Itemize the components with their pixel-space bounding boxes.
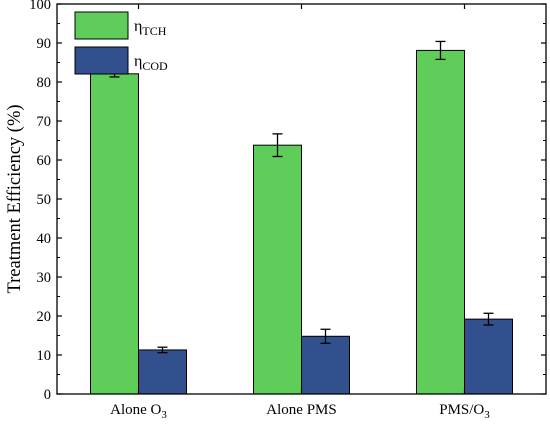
legend-swatch-cod [74, 46, 129, 75]
y-tick-label: 70 [37, 114, 52, 130]
y-tick-label: 50 [37, 192, 52, 208]
y-tick-label: 90 [37, 36, 52, 52]
bar-cod-1 [138, 349, 187, 395]
error-bars-layer [109, 40, 494, 354]
x-category-label: Alone O3 [110, 402, 167, 421]
x-category-label: PMS/O3 [439, 402, 490, 421]
y-axis-title: Treatment Efficiency (%) [5, 104, 25, 293]
legend-swatch-tch [74, 11, 129, 40]
y-tick-label: 10 [37, 348, 52, 364]
x-axis: Alone O3 Alone PMS PMS/O3 [110, 4, 490, 421]
y-tick-label: 20 [37, 309, 52, 325]
bar-tch-1 [90, 73, 139, 395]
bars-layer [90, 49, 513, 395]
x-category-label: Alone PMS [266, 402, 336, 418]
y-tick-label: 100 [29, 0, 51, 13]
y-tick-label: 0 [44, 387, 51, 403]
legend: ηTCH ηCOD [74, 11, 168, 75]
legend-label-cod: ηCOD [134, 53, 168, 73]
legend-label-tch: ηTCH [134, 18, 167, 38]
y-tick-label: 80 [37, 75, 52, 91]
y-axis: 0 10 20 30 40 50 60 70 80 90 100 [29, 0, 546, 403]
y-tick-label: 40 [37, 231, 52, 247]
bar-cod-3 [464, 318, 513, 395]
y-tick-label: 30 [37, 270, 52, 286]
bar-tch-3 [416, 49, 465, 395]
y-tick-label: 60 [37, 153, 52, 169]
bar-tch-2 [253, 144, 302, 395]
bar-cod-2 [301, 335, 350, 395]
